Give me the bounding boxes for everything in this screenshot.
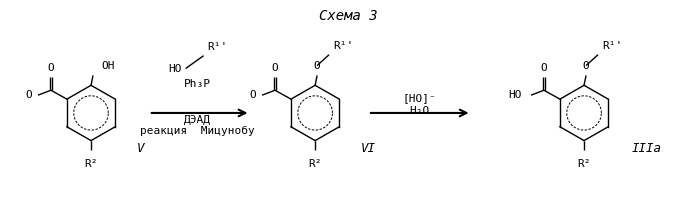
Text: OH: OH — [101, 61, 114, 72]
Text: R²: R² — [577, 159, 591, 169]
Text: Ph₃P: Ph₃P — [184, 79, 211, 89]
Text: H₂O: H₂O — [410, 106, 430, 116]
Text: IIIa: IIIa — [632, 142, 662, 155]
Text: ДЭАД: ДЭАД — [184, 115, 211, 125]
Text: O: O — [25, 90, 32, 100]
Text: O: O — [272, 63, 278, 73]
Text: R²: R² — [308, 159, 322, 169]
Text: O: O — [47, 63, 54, 73]
Text: O: O — [314, 61, 321, 72]
Text: VI: VI — [361, 142, 376, 155]
Text: HO: HO — [168, 63, 182, 73]
Text: Схема 3: Схема 3 — [319, 9, 377, 23]
Text: R¹': R¹' — [333, 41, 353, 51]
Text: R¹': R¹' — [602, 41, 622, 51]
Text: HO: HO — [509, 90, 522, 100]
Text: R²: R² — [84, 159, 98, 169]
Text: R¹': R¹' — [208, 42, 228, 52]
Text: [HO]⁻: [HO]⁻ — [403, 93, 436, 103]
Text: V: V — [137, 142, 144, 155]
Text: O: O — [250, 90, 256, 100]
Text: реакция  Мицунобу: реакция Мицунобу — [140, 126, 255, 136]
Text: O: O — [583, 61, 590, 72]
Text: O: O — [541, 63, 547, 73]
